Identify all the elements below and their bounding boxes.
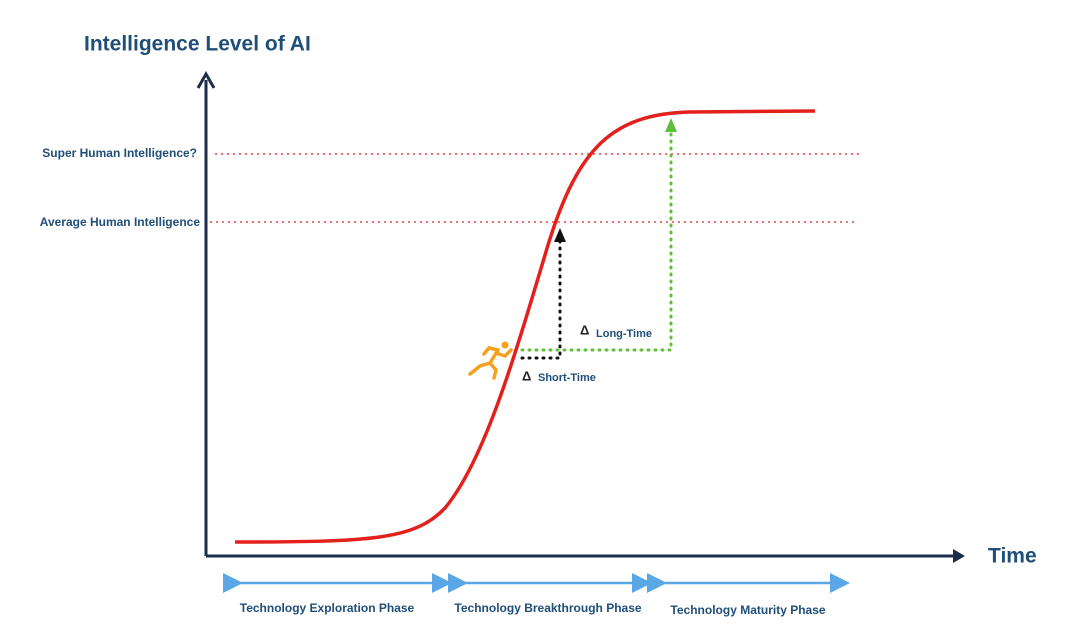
long-time-path (520, 130, 673, 352)
phase-label: Technology Maturity Phase (670, 603, 825, 617)
phase-label: Technology Exploration Phase (240, 601, 415, 615)
phase-label: Technology Breakthrough Phase (454, 601, 641, 615)
delta-symbol: Δ (522, 368, 531, 383)
delta-symbol: Δ (580, 322, 589, 337)
level-label: Super Human Intelligence? (42, 146, 197, 160)
long-time-arrow (665, 118, 677, 132)
level-label: Average Human Intelligence (40, 215, 201, 229)
annotation-label: Long-Time (596, 328, 652, 340)
y-axis-arrow (196, 70, 216, 89)
s-curve (234, 109, 816, 544)
runner-icon (468, 341, 513, 380)
short-time-path (520, 238, 562, 360)
title: Intelligence Level of AI (84, 33, 311, 56)
x-axis-arrow (953, 549, 965, 563)
annotation-label: Short-Time (538, 372, 596, 384)
short-time-arrow (554, 228, 566, 242)
x-axis-label: Time (988, 545, 1037, 568)
